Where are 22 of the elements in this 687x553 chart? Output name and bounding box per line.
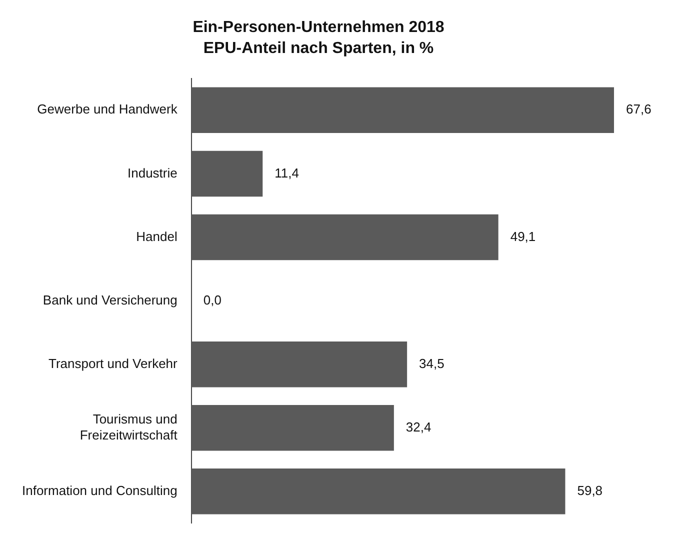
- data-label: 11,4: [274, 165, 299, 180]
- y-tick-label: Tourismus und Freizeitwirtschaft: [80, 412, 178, 442]
- data-label: 34,5: [419, 356, 444, 371]
- bar: [191, 405, 394, 451]
- y-tick-label: Information und Consulting: [22, 483, 178, 498]
- y-tick-label: Bank und Versicherung: [42, 292, 178, 308]
- y-tick-label: Transport und Verkehr: [48, 356, 178, 371]
- bar: [191, 87, 614, 134]
- bar: [191, 214, 498, 260]
- y-tick-label: Handel: [136, 228, 178, 244]
- y-tick-label: Industrie: [127, 165, 178, 180]
- data-label: 49,1: [510, 228, 536, 244]
- bar: [191, 468, 566, 514]
- bar: [191, 150, 263, 197]
- y-tick-label: Gewerbe und Handwerk: [37, 102, 178, 117]
- chart-subtitle: EPU-Anteil nach Sparten, in %: [203, 40, 434, 58]
- data-label: 32,4: [406, 419, 432, 434]
- data-label: 0,0: [203, 292, 222, 308]
- data-label: 67,6: [626, 102, 652, 117]
- bar: [191, 341, 408, 388]
- chart-title: Ein-Personen-Unternehmen 2018: [192, 19, 444, 36]
- data-label: 59,8: [577, 483, 603, 498]
